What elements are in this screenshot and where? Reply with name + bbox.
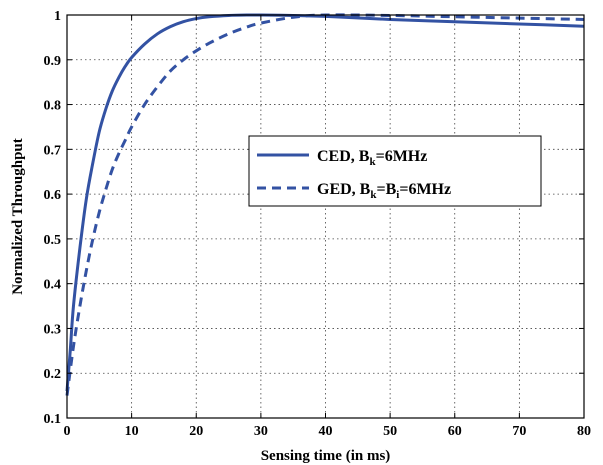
y-tick-label: 0.8 (44, 99, 62, 114)
x-tick-label: 70 (512, 424, 526, 439)
x-tick-label: 20 (189, 424, 203, 439)
x-tick-label: 80 (577, 424, 591, 439)
grid (67, 15, 584, 418)
y-axis-label: Normalized Throughput (10, 138, 26, 295)
legend-label: GED, Bk=Bi=6MHz (317, 181, 451, 201)
y-tick-label: 0.3 (44, 322, 62, 337)
y-tick-label: 0.2 (44, 367, 62, 382)
legend: CED, Bk=6MHz GED, Bk=Bi=6MHz (248, 135, 542, 207)
legend-label: CED, Bk=6MHz (317, 148, 427, 168)
legend-box (248, 135, 542, 207)
y-tick-label: 0.9 (44, 54, 62, 69)
y-tick-label: 0.5 (44, 233, 62, 248)
x-tick-label: 60 (448, 424, 462, 439)
x-axis-label: Sensing time (in ms) (261, 448, 391, 464)
x-tick-label: 10 (125, 424, 139, 439)
x-tick-label: 50 (383, 424, 397, 439)
x-tick-label: 0 (64, 424, 71, 439)
y-tick-label: 0.7 (44, 143, 62, 158)
y-tick-label: 0.6 (44, 188, 62, 203)
y-tick-label: 0.1 (44, 412, 62, 427)
x-tick-label: 40 (319, 424, 333, 439)
x-tick-label: 30 (254, 424, 268, 439)
axis-ticks: 0 10 20 30 40 50 60 70 80 0.1 0.2 0.3 0.4 0.5 0.6 0.7 0.… (44, 9, 592, 439)
y-tick-label: 1 (54, 9, 61, 24)
y-tick-label: 0.4 (44, 278, 62, 293)
